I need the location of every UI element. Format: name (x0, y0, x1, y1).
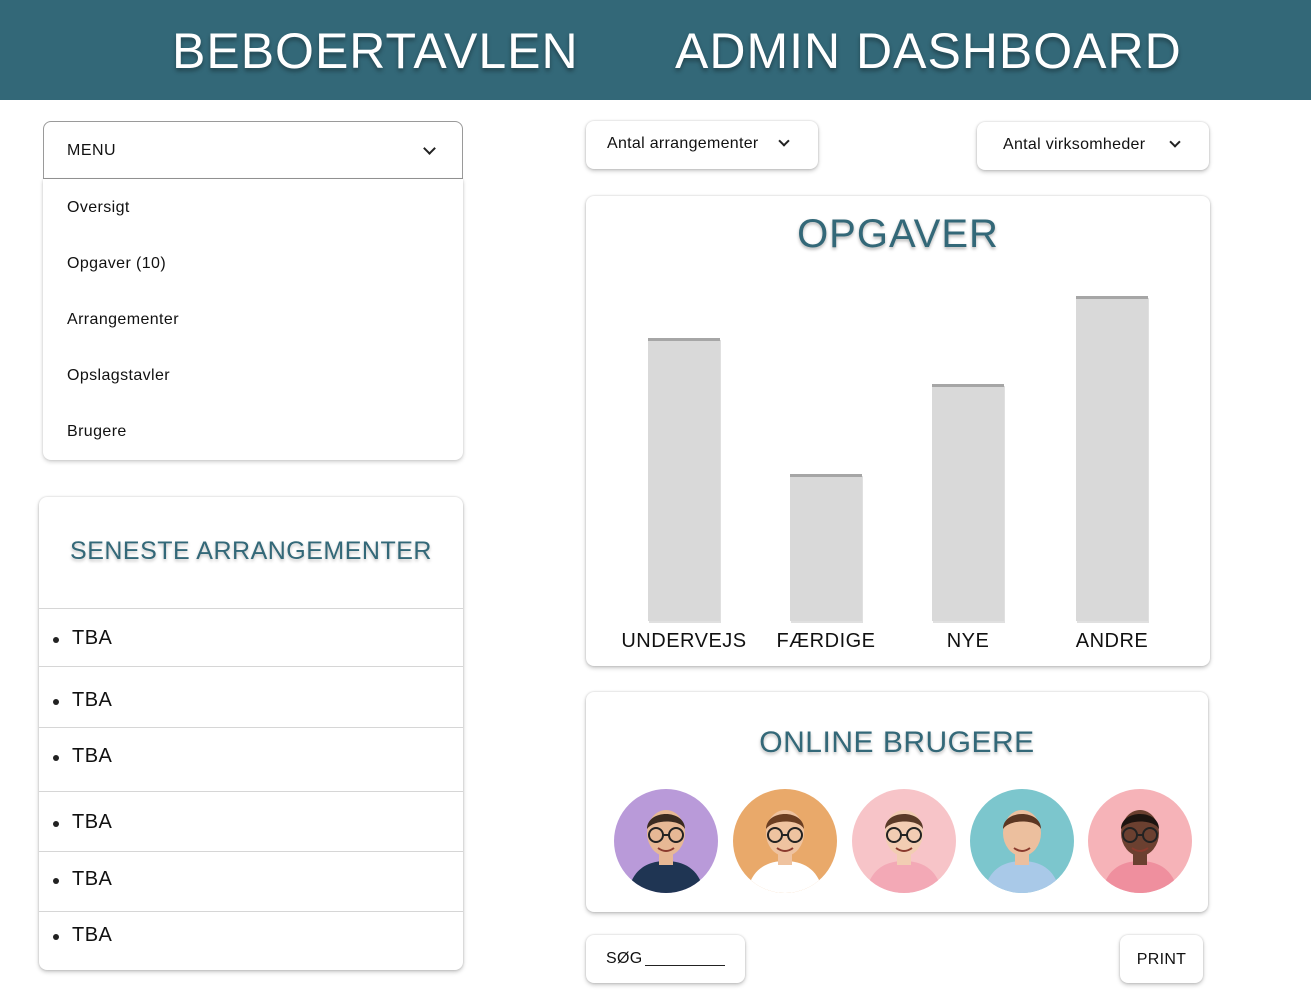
menu-item-arrangementer[interactable]: Arrangementer (67, 311, 179, 329)
tick-label: FÆRDIGE (776, 630, 875, 653)
avatar[interactable] (1088, 789, 1192, 893)
menu-dropdown[interactable]: MENU (43, 121, 463, 179)
list-item[interactable]: TBA (39, 791, 463, 851)
online-users-title: ONLINE BRUGERE (586, 726, 1208, 760)
menu-item-brugere[interactable]: Brugere (67, 423, 127, 441)
bullet-icon (53, 637, 59, 643)
chevron-down-icon (778, 135, 789, 146)
person-icon (614, 789, 718, 893)
recent-events-panel: SENESTE ARRANGEMENTER TBA TBA TBA TBA TB… (39, 497, 463, 970)
event-label: TBA (72, 811, 112, 834)
bullet-icon (53, 755, 59, 761)
avatar[interactable] (852, 789, 956, 893)
dashboard-title: ADMIN DASHBOARD (675, 22, 1182, 80)
tasks-chart-panel: OPGAVER UNDERVEJSFÆRDIGENYEANDRE (586, 196, 1210, 666)
bar-andre (1076, 296, 1149, 623)
bar-færdige (790, 474, 863, 623)
bar-undervejs (648, 338, 721, 623)
event-label: TBA (72, 689, 112, 712)
avatar[interactable] (733, 789, 837, 893)
event-label: TBA (72, 924, 112, 947)
menu-item-opslagstavler[interactable]: Opslagstavler (67, 367, 170, 385)
recent-events-title: SENESTE ARRANGEMENTER (39, 537, 463, 566)
app-header: BEBOERTAVLEN ADMIN DASHBOARD (0, 0, 1311, 100)
tick-label: NYE (947, 630, 990, 653)
companies-count-label: Antal virksomheder (1003, 136, 1145, 154)
avatar[interactable] (614, 789, 718, 893)
chevron-down-icon (1169, 136, 1180, 147)
menu-list: Oversigt Opgaver (10) Arrangementer Opsl… (43, 179, 463, 460)
menu-label: MENU (67, 142, 116, 160)
person-icon (1088, 789, 1192, 893)
list-item[interactable]: TBA (39, 911, 463, 970)
tick-label: UNDERVEJS (621, 630, 746, 653)
list-item[interactable]: TBA (39, 608, 463, 666)
events-count-label: Antal arrangementer (607, 135, 759, 153)
search-underline (645, 965, 725, 966)
menu-item-oversigt[interactable]: Oversigt (67, 199, 130, 217)
bullet-icon (53, 699, 59, 705)
bullet-icon (53, 821, 59, 827)
person-icon (970, 789, 1074, 893)
app-title: BEBOERTAVLEN (172, 22, 579, 80)
bullet-icon (53, 934, 59, 940)
companies-count-dropdown[interactable]: Antal virksomheder (977, 122, 1209, 170)
avatar[interactable] (970, 789, 1074, 893)
event-label: TBA (72, 627, 112, 650)
menu-item-opgaver[interactable]: Opgaver (10) (67, 255, 166, 273)
events-count-dropdown[interactable]: Antal arrangementer (586, 121, 818, 169)
bar-chart (586, 196, 1210, 666)
event-label: TBA (72, 745, 112, 768)
list-item[interactable]: TBA (39, 666, 463, 727)
bar-nye (932, 384, 1005, 623)
bullet-icon (53, 878, 59, 884)
search-input[interactable]: SØG (586, 935, 745, 983)
search-label: SØG (606, 950, 642, 968)
chevron-down-icon (423, 142, 436, 155)
print-button[interactable]: PRINT (1120, 935, 1203, 983)
person-icon (852, 789, 956, 893)
list-item[interactable]: TBA (39, 727, 463, 791)
event-label: TBA (72, 868, 112, 891)
list-item[interactable]: TBA (39, 851, 463, 911)
person-icon (733, 789, 837, 893)
tick-label: ANDRE (1076, 630, 1149, 653)
online-users-panel: ONLINE BRUGERE (586, 692, 1208, 912)
print-label: PRINT (1120, 951, 1203, 969)
